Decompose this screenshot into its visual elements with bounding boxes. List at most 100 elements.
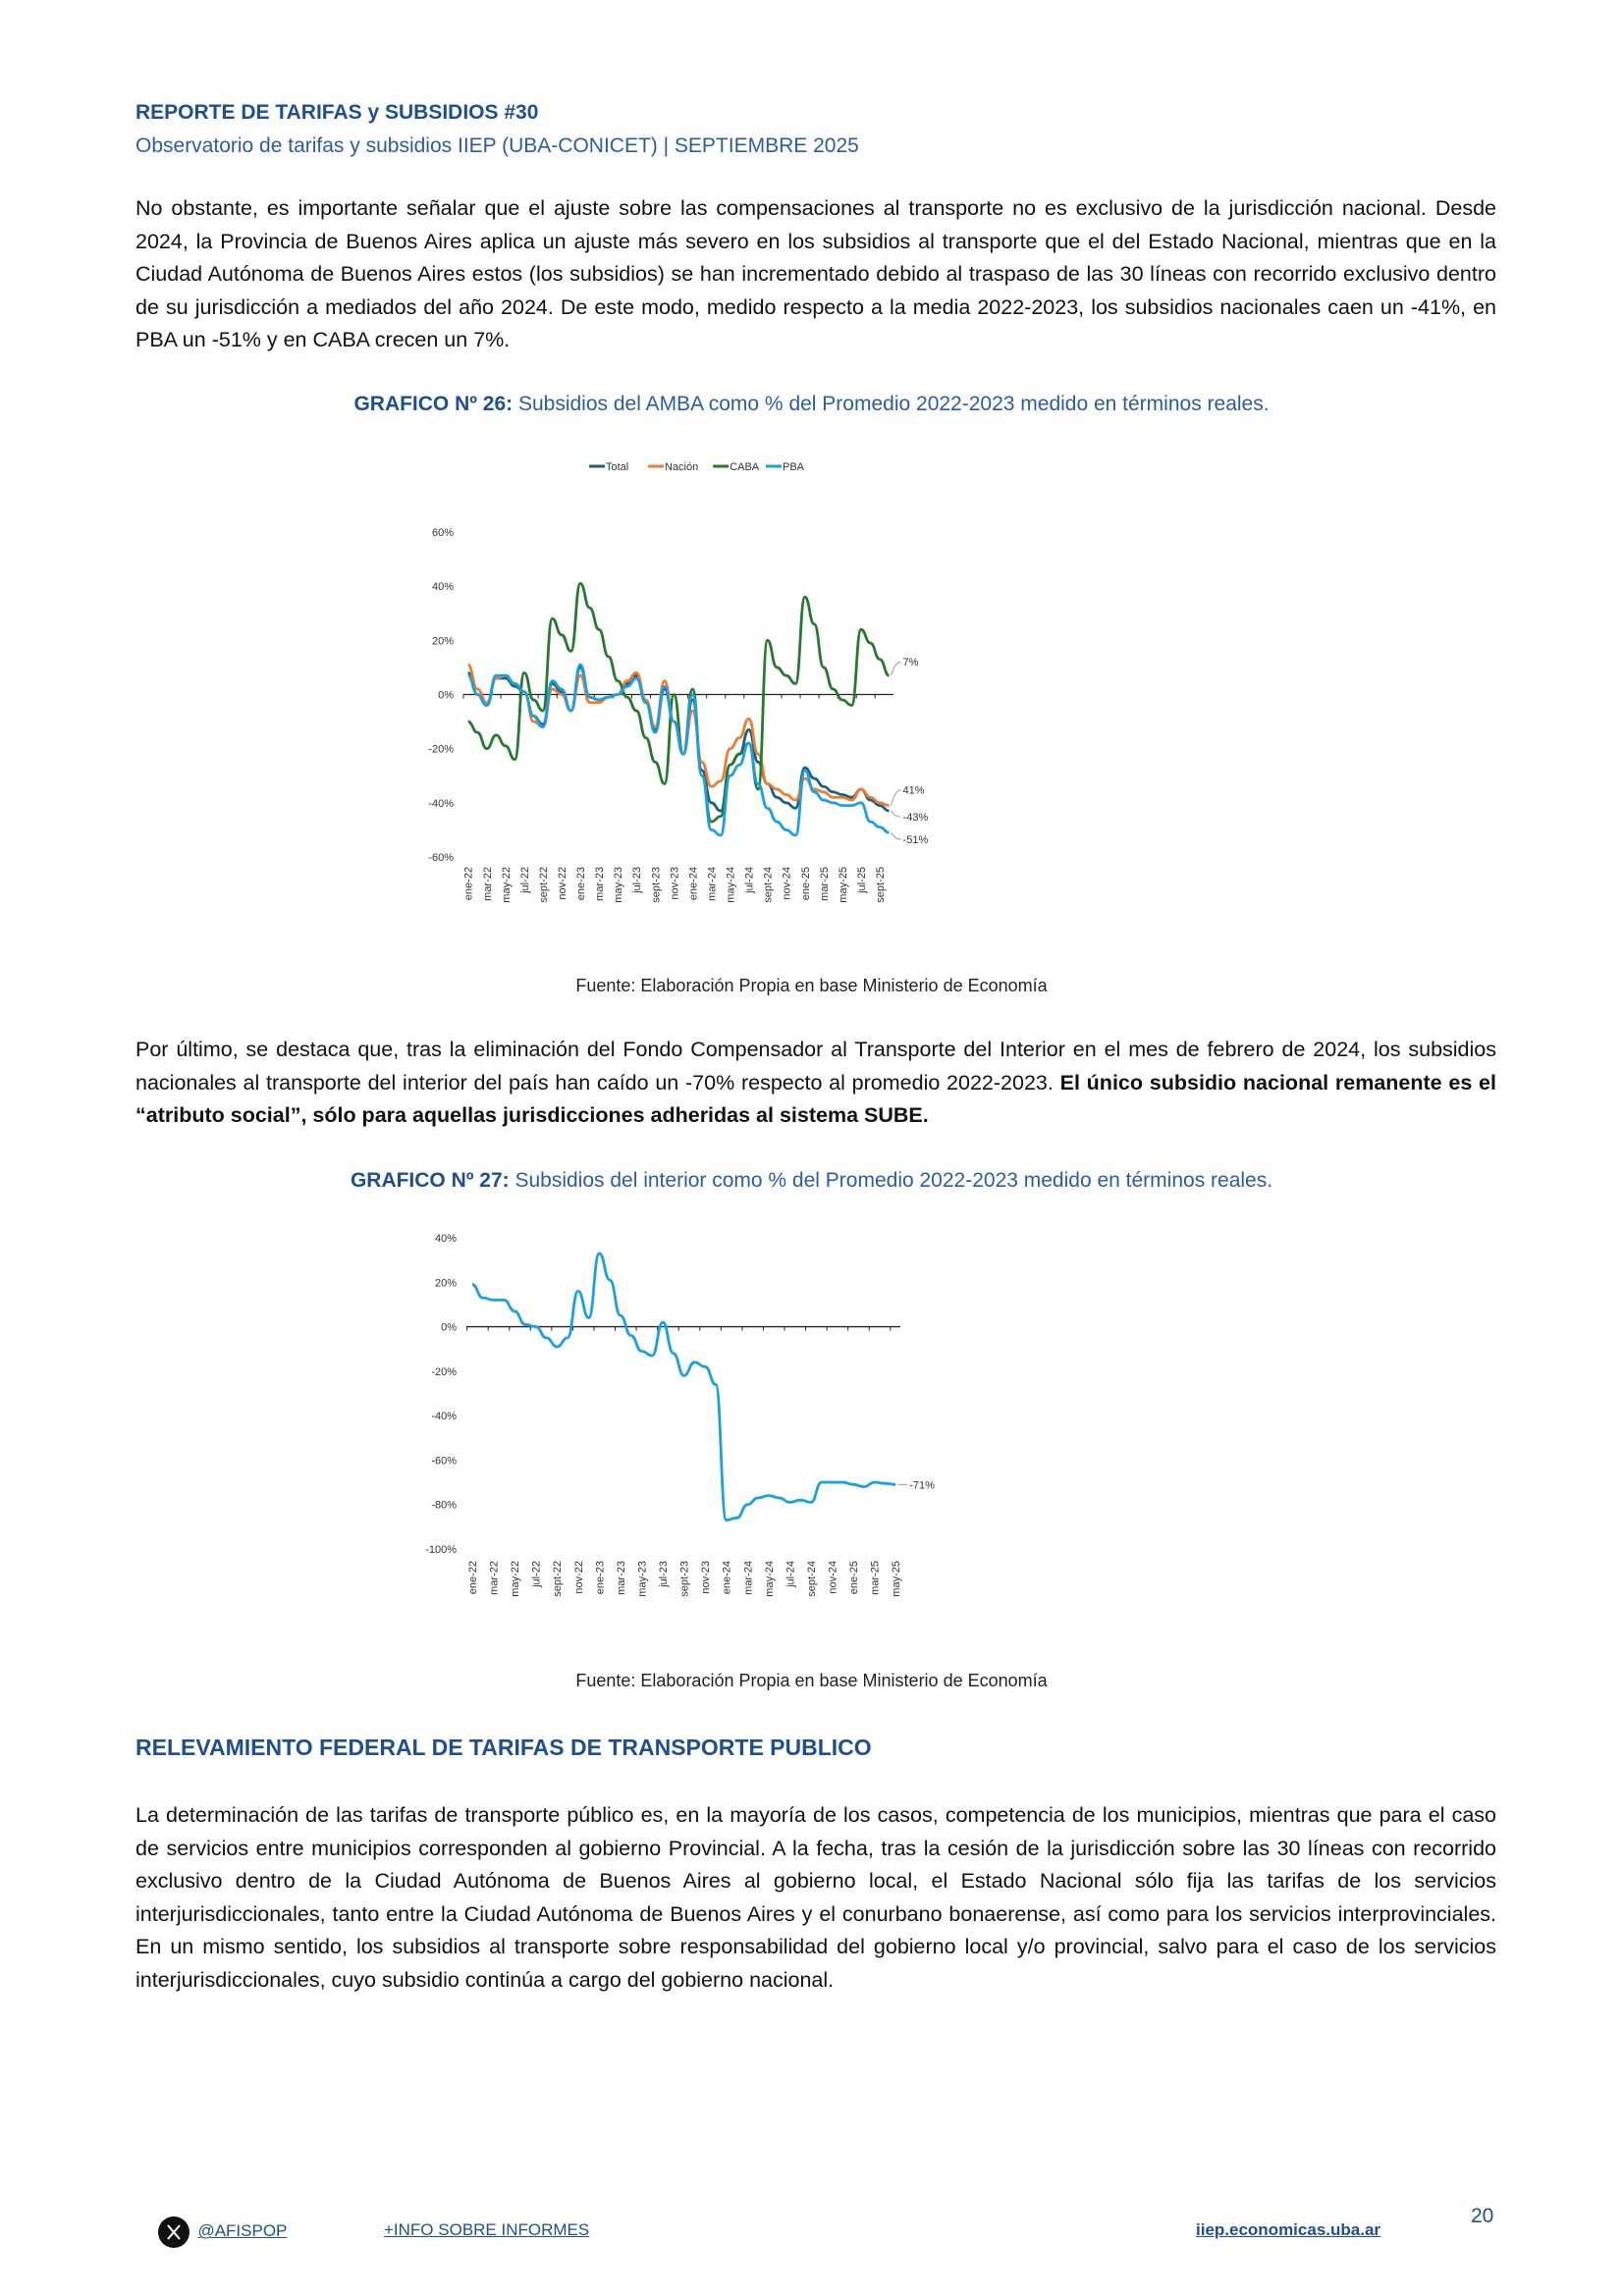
report-subtitle: Observatorio de tarifas y subsidios IIEP…: [135, 134, 859, 157]
legend-label: PBA: [783, 461, 805, 473]
x-tick-label: nov-22: [573, 1561, 585, 1594]
x-tick-label: jul-24: [744, 867, 756, 894]
x-tick-label: ene-24: [722, 1561, 733, 1594]
end-label: -43%: [903, 812, 929, 824]
x-tick-label: sept-22: [538, 867, 550, 903]
x-tick-label: sept-22: [552, 1561, 564, 1597]
x-tick-label: may-25: [838, 867, 849, 903]
x-tick-label: jul-22: [531, 1561, 543, 1588]
graph-26-caption: GRAFICO Nº 26: Subsidios del AMBA como %…: [0, 393, 1623, 416]
x-tick-label: nov-23: [700, 1561, 712, 1594]
paragraph-2-text: Por último, se destaca que, tras la elim…: [135, 1038, 1496, 1095]
x-tick-label: mar-24: [742, 1561, 754, 1595]
end-label-leader: [891, 831, 901, 840]
footer-site: iiep.economicas.uba.ar: [1196, 2220, 1380, 2240]
paragraph-1: No obstante, es importante señalar que e…: [135, 196, 1496, 351]
x-tick-label: mar-22: [489, 1561, 501, 1595]
x-tick-label: ene-22: [467, 1561, 479, 1594]
x-tick-label: mar-25: [819, 867, 831, 901]
x-tick-label: jul-23: [631, 867, 643, 894]
paragraph-2-bold: El único subsidio nacional remanente es …: [135, 1070, 1496, 1128]
y-tick-label: 40%: [435, 1233, 457, 1245]
x-tick-label: may-23: [636, 1561, 648, 1597]
y-tick-label: -40%: [431, 1411, 457, 1422]
x-tick-label: mar-25: [870, 1561, 882, 1595]
graph-26-source: Fuente: Elaboración Propia en base Minis…: [575, 976, 1048, 995]
y-tick-label: -20%: [428, 744, 454, 756]
x-tick-label: ene-25: [800, 867, 812, 900]
legend-label: Total: [606, 461, 628, 473]
x-tick-label: sept-24: [806, 1561, 818, 1597]
chart-amba-subsidies: 60% 40% 20% 0% -20% -40% -60% ene-22 mar-22 may-2…: [428, 461, 929, 903]
series-line-interior: [471, 1252, 896, 1522]
report-title: REPORTE DE TARIFAS y SUBSIDIOS #30: [135, 101, 539, 124]
x-tick-label: mar-23: [594, 867, 606, 901]
y-tick-label: -20%: [431, 1366, 457, 1378]
y-tick-label: -100%: [425, 1544, 457, 1556]
y-tick-label: -60%: [428, 852, 454, 864]
graph-27-source: Fuente: Elaboración Propia en base Minis…: [575, 1671, 1048, 1690]
x-tick-label: sept-24: [763, 867, 775, 903]
x-tick-label: may-24: [764, 1561, 776, 1597]
section-heading: RELEVAMIENTO FEDERAL DE TARIFAS DE TRANS…: [135, 1735, 872, 1760]
x-tick-label: may-24: [726, 867, 737, 903]
end-label: 7%: [903, 657, 919, 668]
y-tick-label: 20%: [435, 1277, 457, 1289]
footer-twitter: @AFISPOP: [158, 2216, 287, 2248]
x-tick-label: sept-25: [875, 867, 887, 903]
paragraph-3: La determinación de las tarifas de trans…: [135, 1803, 1496, 1992]
x-tick-label: mar-24: [706, 867, 718, 901]
graph-26-label: GRAFICO Nº 26:: [353, 393, 514, 415]
end-label: 41%: [903, 785, 925, 797]
y-tick-label: 0%: [441, 1322, 457, 1334]
legend-label: CABA: [730, 461, 760, 473]
y-tick-label: 60%: [432, 527, 454, 539]
end-label: -51%: [903, 834, 929, 846]
x-logo-icon: [158, 2216, 189, 2248]
end-label-leader: [891, 810, 901, 818]
x-tick-label: may-22: [510, 1561, 521, 1597]
x-tick-label: ene-23: [594, 1561, 606, 1594]
end-label: -71%: [909, 1479, 935, 1491]
site-link[interactable]: iiep.economicas.uba.ar: [1196, 2220, 1381, 2239]
series-line-pba: [467, 663, 890, 837]
x-tick-label: nov-24: [782, 867, 793, 900]
x-tick-label: ene-25: [848, 1561, 860, 1594]
y-tick-label: 40%: [432, 581, 454, 593]
x-tick-label: mar-23: [616, 1561, 627, 1595]
graph-26-title: Subsidios del AMBA como % del Promedio 2…: [517, 393, 1270, 415]
x-tick-label: ene-22: [463, 867, 475, 900]
y-tick-label: -40%: [428, 798, 454, 810]
page-number: 20: [1471, 2205, 1494, 2227]
end-label-leader: [891, 661, 901, 676]
y-tick-label: 0%: [438, 690, 454, 702]
x-tick-label: nov-22: [557, 867, 568, 900]
x-tick-label: jul-22: [519, 867, 531, 894]
graph-27-caption: GRAFICO Nº 27: Subsidios del interior co…: [0, 1169, 1623, 1193]
info-link[interactable]: +INFO SOBRE INFORMES: [384, 2220, 590, 2239]
x-tick-label: may-22: [501, 867, 513, 903]
x-tick-label: may-25: [891, 1561, 902, 1597]
x-tick-label: jul-25: [856, 867, 868, 894]
legend-label: Nación: [665, 461, 698, 473]
footer-info: +INFO SOBRE INFORMES: [384, 2220, 589, 2240]
graph-27-label: GRAFICO Nº 27:: [350, 1169, 510, 1192]
x-tick-label: ene-24: [687, 867, 699, 900]
y-tick-label: 20%: [432, 635, 454, 647]
x-tick-label: jul-23: [658, 1561, 670, 1588]
x-tick-label: jul-24: [784, 1561, 796, 1588]
x-tick-label: sept-23: [679, 1561, 691, 1597]
twitter-link[interactable]: @AFISPOP: [197, 2221, 288, 2241]
x-tick-label: sept-23: [650, 867, 662, 903]
y-tick-label: -60%: [431, 1455, 457, 1467]
x-tick-label: nov-23: [669, 867, 680, 900]
x-tick-label: ene-23: [575, 867, 587, 900]
x-tick-label: nov-24: [828, 1561, 839, 1594]
y-tick-label: -80%: [431, 1500, 457, 1512]
end-label-leader: [891, 789, 901, 806]
paragraph-2: Por último, se destaca que, tras la elim…: [135, 1034, 1496, 1133]
chart-interior-subsidies: 40% 20% 0% -20% -40% -60% -80% -100% ene-22 mar-2…: [425, 1233, 935, 1597]
x-tick-label: mar-22: [482, 867, 494, 901]
x-tick-label: may-23: [613, 867, 624, 903]
